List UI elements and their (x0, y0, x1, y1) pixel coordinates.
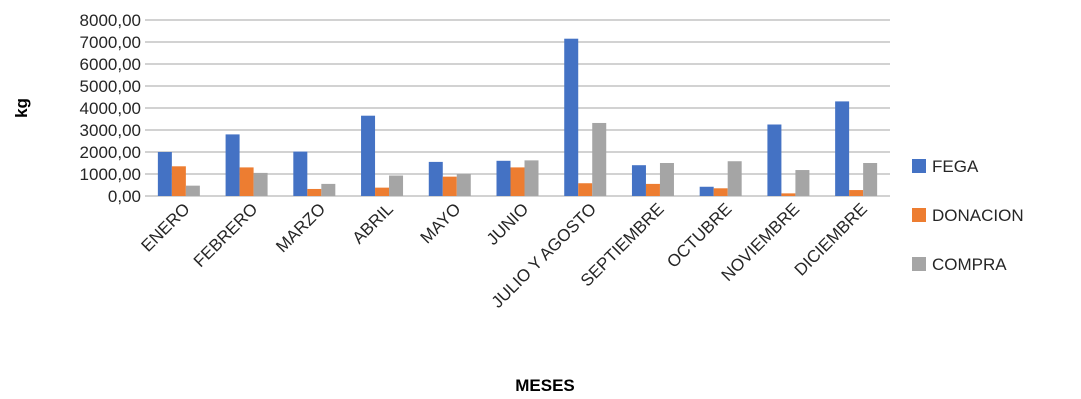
bar-compra (727, 161, 742, 196)
bar-fega (564, 38, 579, 197)
bar-donacion (239, 167, 254, 196)
gridlines (145, 19, 890, 197)
bars (157, 38, 878, 197)
legend-swatch-fega (912, 159, 926, 173)
legend-label-fega: FEGA (932, 157, 979, 176)
bar-donacion (171, 166, 186, 196)
bar-fega (496, 160, 511, 196)
bar-donacion (578, 183, 593, 196)
bar-donacion (510, 167, 525, 196)
bar-compra (659, 163, 674, 196)
bar-compra (592, 122, 607, 196)
y-tick-label: 5000,00 (80, 77, 141, 96)
y-tick-label: 1000,00 (80, 165, 141, 184)
bar-compra (456, 174, 471, 196)
bar-fega (361, 115, 376, 196)
x-axis-title: MESES (515, 376, 575, 395)
y-axis-title: kg (12, 98, 31, 118)
bar-compra (795, 170, 810, 196)
bar-donacion (442, 176, 457, 196)
x-tick-label: JUNIO (483, 199, 532, 248)
bar-compra (389, 175, 404, 196)
bar-compra (863, 163, 878, 196)
bar-fega (835, 101, 850, 196)
x-tick-label: MAYO (417, 199, 465, 247)
y-tick-label: 4000,00 (80, 99, 141, 118)
bar-fega (225, 134, 240, 196)
x-tick-label: OCTUBRE (663, 199, 735, 271)
bar-donacion (781, 193, 796, 196)
bar-fega (293, 151, 308, 196)
bar-compra (185, 185, 200, 196)
bar-compra (524, 160, 539, 196)
legend-label-donacion: DONACION (932, 206, 1024, 225)
x-tick-label: FEBRERO (190, 199, 262, 271)
bar-fega (767, 124, 782, 196)
y-tick-label: 7000,00 (80, 33, 141, 52)
y-tick-label: 6000,00 (80, 55, 141, 74)
y-tick-label: 2000,00 (80, 143, 141, 162)
bar-fega (428, 161, 443, 196)
bar-donacion (645, 183, 660, 196)
bar-compra (253, 172, 268, 196)
bar-donacion (307, 188, 322, 196)
bar-fega (699, 186, 714, 196)
bar-donacion (375, 187, 390, 196)
legend: FEGA DONACION COMPRA (912, 157, 1024, 274)
y-tick-label: 3000,00 (80, 121, 141, 140)
legend-label-compra: COMPRA (932, 255, 1007, 274)
x-tick-label: MARZO (272, 199, 329, 256)
x-tick-label: ABRIL (349, 199, 397, 247)
legend-swatch-donacion (912, 208, 926, 222)
x-tick-label: ENERO (137, 199, 193, 255)
legend-swatch-compra (912, 257, 926, 271)
bar-fega (157, 152, 172, 196)
bar-fega (631, 165, 646, 196)
bar-donacion (849, 190, 864, 196)
y-axis-tick-labels: 0,00 1000,00 2000,00 3000,00 4000,00 5000,00 6… (80, 11, 141, 206)
y-tick-label: 0,00 (108, 187, 141, 206)
x-tick-label: DICIEMBRE (791, 199, 871, 279)
bar-compra (321, 183, 336, 196)
y-tick-label: 8000,00 (80, 11, 141, 30)
bar-donacion (713, 188, 728, 196)
